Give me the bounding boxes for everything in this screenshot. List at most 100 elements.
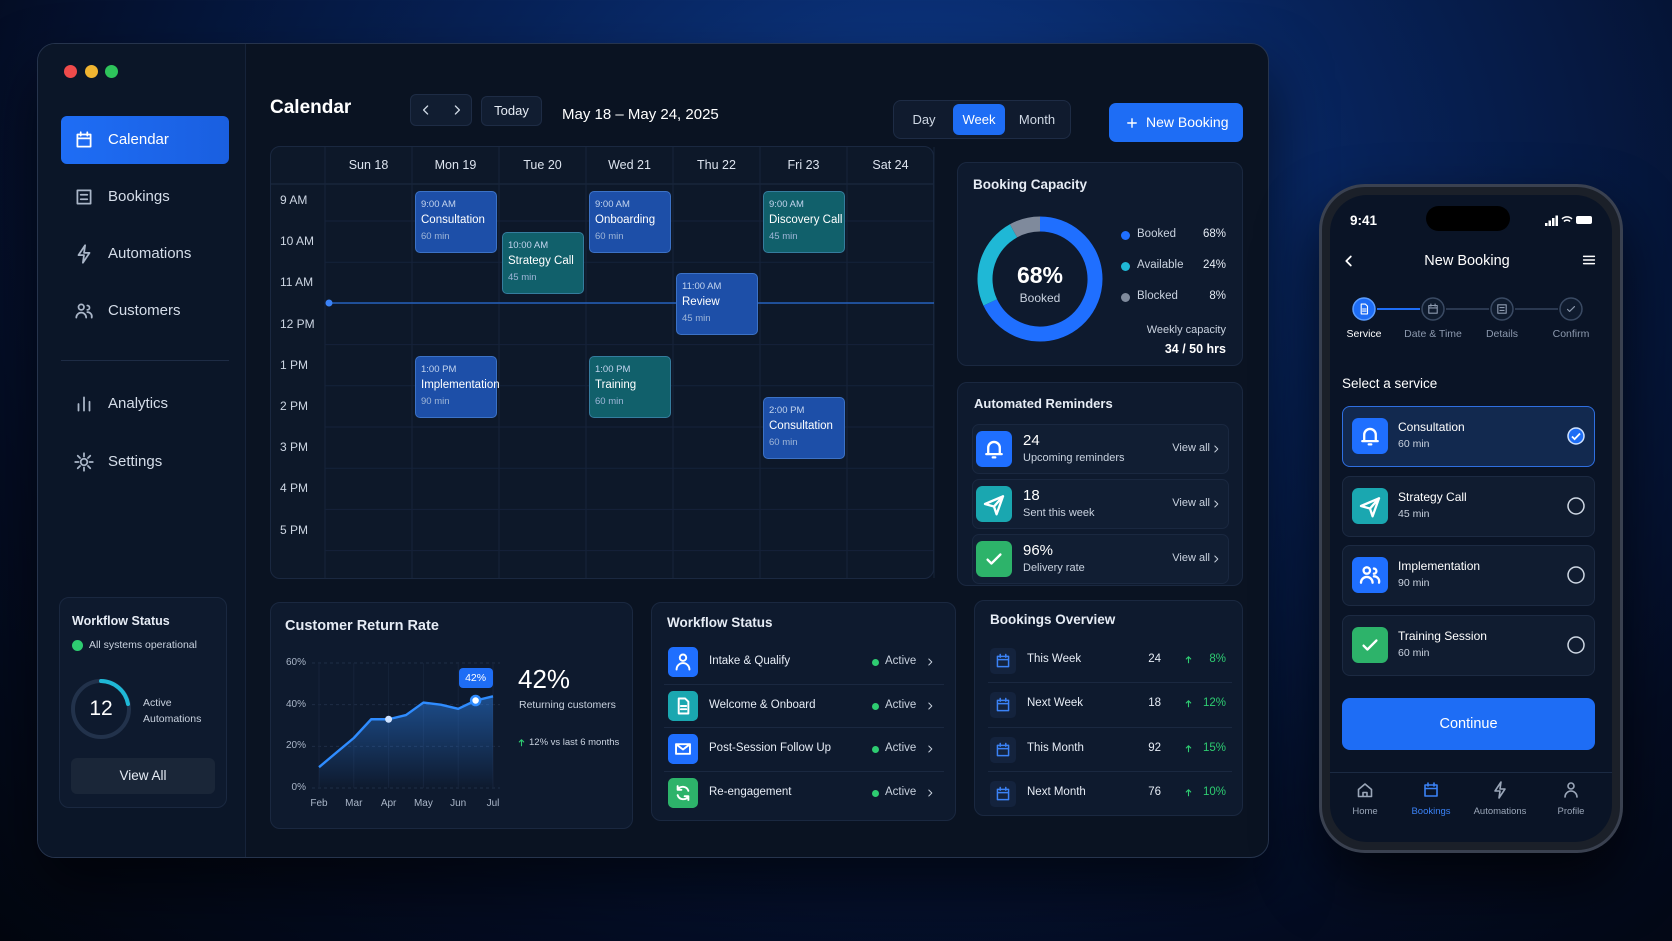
event-time: 1:00 PM [595, 363, 631, 375]
capacity-title: Booking Capacity [973, 177, 1088, 192]
day-label: Fri 23 [787, 158, 820, 172]
x-tick-label: Jun [450, 798, 467, 809]
hour-label: 10 AM [280, 234, 315, 249]
icon-users [75, 303, 93, 319]
step-label: Confirm [1552, 328, 1590, 340]
icon-doc [668, 690, 698, 721]
legend-dot [1121, 262, 1130, 271]
view-option[interactable]: Day [912, 112, 936, 127]
icon-glyph [75, 303, 93, 319]
radio [1567, 427, 1585, 445]
workflow-name[interactable]: Re-engagement [709, 786, 792, 799]
service-duration: 90 min [1398, 577, 1430, 590]
window-zoom[interactable] [105, 65, 118, 78]
hour-label: 4 PM [280, 481, 309, 496]
today-button[interactable]: Today [481, 96, 542, 126]
reminder-action[interactable]: View all [1172, 442, 1210, 454]
automation-count: 12 [89, 697, 113, 720]
event-card[interactable] [589, 355, 671, 418]
event-time: 9:00 AM [421, 199, 456, 210]
icon-up [518, 739, 525, 747]
nav-item[interactable]: Bookings [108, 188, 170, 205]
status-dot [872, 702, 879, 710]
overview-change: 10% [1202, 786, 1226, 799]
new-booking-label[interactable]: New Booking [1146, 114, 1229, 130]
reminder-action[interactable]: View all [1172, 552, 1210, 564]
view-option[interactable]: Week [953, 104, 1005, 135]
event-card[interactable] [589, 191, 671, 253]
event-time: 2:00 PM [769, 405, 805, 416]
point-label: 42% [458, 667, 493, 688]
view-all-button[interactable]: View All [71, 758, 215, 794]
icon-chevR [928, 702, 933, 710]
row-divider [664, 771, 944, 773]
workflow-name[interactable]: Intake & Qualify [709, 655, 791, 667]
reminder-action[interactable]: View all [1172, 497, 1210, 509]
service-duration: 60 min [1398, 438, 1430, 450]
icon-bg [1352, 557, 1388, 594]
icon-mail [668, 734, 698, 765]
nav-item[interactable]: Settings [108, 453, 163, 470]
automation-ring [71, 679, 131, 739]
x-tick-label: Apr [380, 798, 397, 809]
icon-glyph [1185, 700, 1192, 708]
event-card[interactable] [502, 232, 584, 295]
signal-bar [1555, 215, 1558, 226]
tab-label[interactable]: Bookings [1411, 806, 1451, 817]
continue-button[interactable]: Continue [1342, 698, 1595, 750]
event-card[interactable] [763, 191, 845, 253]
tab-label[interactable]: Home [1352, 806, 1378, 817]
workflow-status: Active [885, 655, 917, 667]
event-card[interactable] [763, 397, 845, 459]
view-option[interactable]: Month [1018, 112, 1056, 127]
icon-glyph [1362, 639, 1378, 651]
icon-chevL [1345, 255, 1352, 267]
icon-glyph [1566, 305, 1576, 313]
icon-glyph [675, 653, 691, 671]
reminder-row [972, 534, 1229, 584]
icon-user [668, 647, 698, 677]
service-radio [1567, 427, 1585, 445]
line-series [318, 695, 494, 769]
icon-glyph [1185, 744, 1192, 753]
nav-item[interactable]: Analytics [108, 395, 169, 412]
icon-glyph [1360, 303, 1369, 315]
icon-cal [990, 736, 1016, 763]
nav-item[interactable]: Calendar [108, 131, 169, 148]
icon-glyph [996, 786, 1010, 801]
y-tick-label: 40% [285, 698, 306, 710]
window-minimize[interactable] [85, 65, 98, 78]
nav-arrows[interactable] [410, 94, 472, 126]
event-card[interactable] [676, 273, 758, 336]
tab-label[interactable]: Automations [1473, 806, 1527, 817]
icon-bell [976, 431, 1012, 467]
row-divider [988, 682, 1232, 684]
tab-label[interactable]: Profile [1557, 806, 1585, 817]
nav-active-bg[interactable] [61, 116, 229, 164]
overview-change: 8% [1209, 653, 1226, 665]
icon-glyph [76, 189, 92, 205]
icon-user [1564, 782, 1578, 798]
workflow-name[interactable]: Post-Session Follow Up [709, 742, 832, 755]
status-dot [72, 640, 83, 651]
y-tick-label: 60% [285, 657, 306, 668]
event-card[interactable] [415, 355, 497, 418]
workflow-name[interactable]: Welcome & Onboard [709, 698, 816, 711]
nav-item[interactable]: Customers [108, 302, 181, 319]
icon-gear [74, 452, 94, 472]
step-label: Details [1485, 328, 1519, 340]
icon-doc [1360, 303, 1369, 315]
status-dot [872, 790, 879, 798]
nav-item[interactable]: Automations [108, 245, 192, 262]
icon-plane [976, 486, 1012, 522]
icon-glyph [1214, 500, 1219, 508]
icon-glyph [74, 452, 94, 472]
day-label: Tue 20 [523, 158, 562, 172]
icon-glyph [1127, 118, 1137, 128]
icon-up [1185, 789, 1192, 797]
window-close[interactable] [64, 65, 77, 78]
event-time: 11:00 AM [682, 281, 722, 293]
highlight-point [469, 694, 482, 707]
event-card[interactable] [415, 191, 497, 253]
row-divider [664, 683, 944, 685]
